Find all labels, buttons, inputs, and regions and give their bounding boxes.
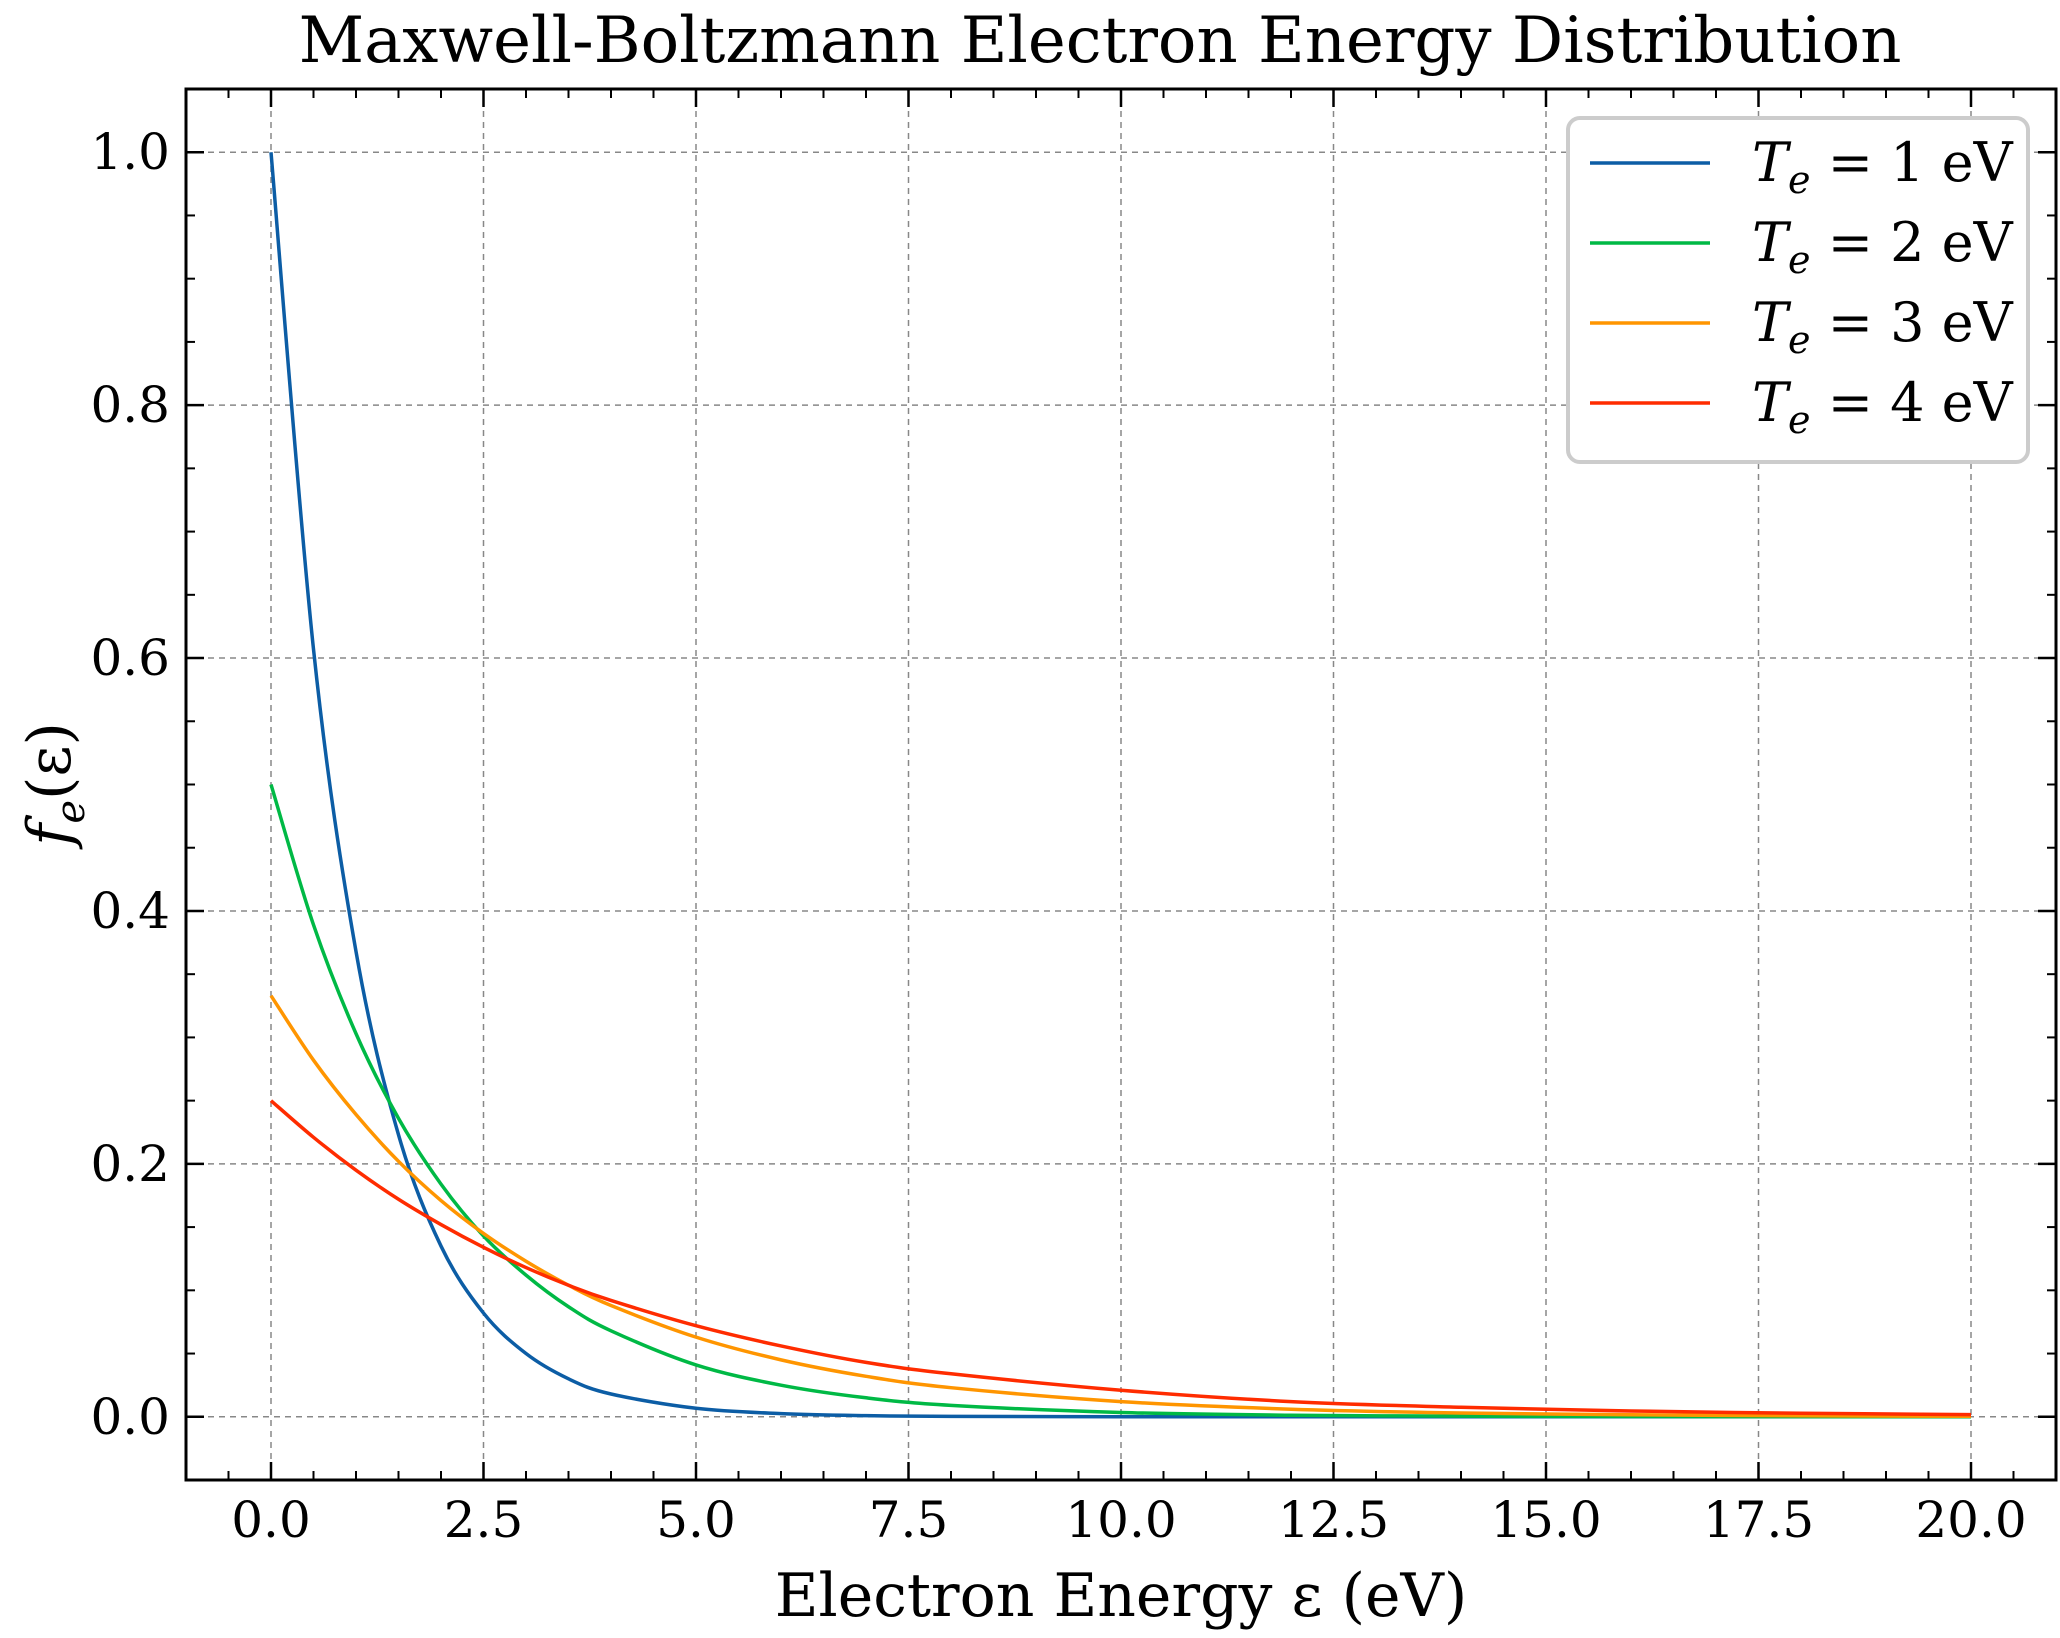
legend-sub: e <box>1788 158 1811 202</box>
x-tick-label: 20.0 <box>1915 1491 2026 1549</box>
legend-rest: = 3 eV <box>1811 291 2014 354</box>
series-line-3 <box>269 994 1972 1419</box>
x-tick-label: 15.0 <box>1490 1491 1601 1549</box>
legend-label-2: Te = 2 eV <box>1752 211 2014 282</box>
series-line-2 <box>269 783 1972 1419</box>
x-tick-labels: 0.0 2.5 5.0 7.5 10.0 12.5 15.0 17.5 20.0 <box>231 1491 2026 1549</box>
legend-rest: = 1 eV <box>1811 131 2014 194</box>
x-tick-label: 10.0 <box>1065 1491 1176 1549</box>
x-tick-label: 0.0 <box>231 1491 311 1549</box>
x-tick-label: 17.5 <box>1703 1491 1814 1549</box>
legend-label-1: Te = 1 eV <box>1752 131 2014 202</box>
x-tick-label: 12.5 <box>1278 1491 1389 1549</box>
y-tick-label: 0.2 <box>90 1135 170 1193</box>
x-tick-label: 7.5 <box>869 1491 949 1549</box>
legend-box <box>1566 116 2030 464</box>
legend-label-3: Te = 3 eV <box>1752 291 2014 362</box>
legend-rest: = 2 eV <box>1811 211 2014 274</box>
legend-sub: e <box>1788 238 1811 282</box>
series-line-4 <box>269 1099 1972 1417</box>
chart-title: Maxwell-Boltzmann Electron Energy Distri… <box>299 4 1902 78</box>
y-axis-label: fe(ε) <box>15 722 94 850</box>
y-tick-label: 1.0 <box>90 123 170 181</box>
legend-var: T <box>1752 131 1792 194</box>
x-tick-label: 2.5 <box>444 1491 524 1549</box>
y-tick-labels: 0.0 0.2 0.4 0.6 0.8 1.0 <box>90 123 170 1446</box>
x-axis-label: Electron Energy ε (eV) <box>775 1561 1468 1631</box>
y-tick-label: 0.8 <box>90 376 170 434</box>
legend-sub: e <box>1788 398 1811 442</box>
legend-var: T <box>1752 211 1792 274</box>
x-tick-label: 5.0 <box>656 1491 736 1549</box>
series-lines <box>269 152 1972 1419</box>
y-axis-label-sub: e <box>48 800 94 824</box>
y-tick-label: 0.6 <box>90 629 170 687</box>
legend-label-4: Te = 4 eV <box>1752 371 2014 442</box>
y-tick-label: 0.0 <box>90 1388 170 1446</box>
legend-var: T <box>1752 291 1792 354</box>
legend-rest: = 4 eV <box>1811 371 2014 434</box>
legend-var: T <box>1752 371 1792 434</box>
legend-sub: e <box>1788 318 1811 362</box>
y-tick-label: 0.4 <box>90 882 170 940</box>
y-axis-label-arg: (ε) <box>15 722 85 800</box>
axis-ticks <box>186 88 2056 1481</box>
